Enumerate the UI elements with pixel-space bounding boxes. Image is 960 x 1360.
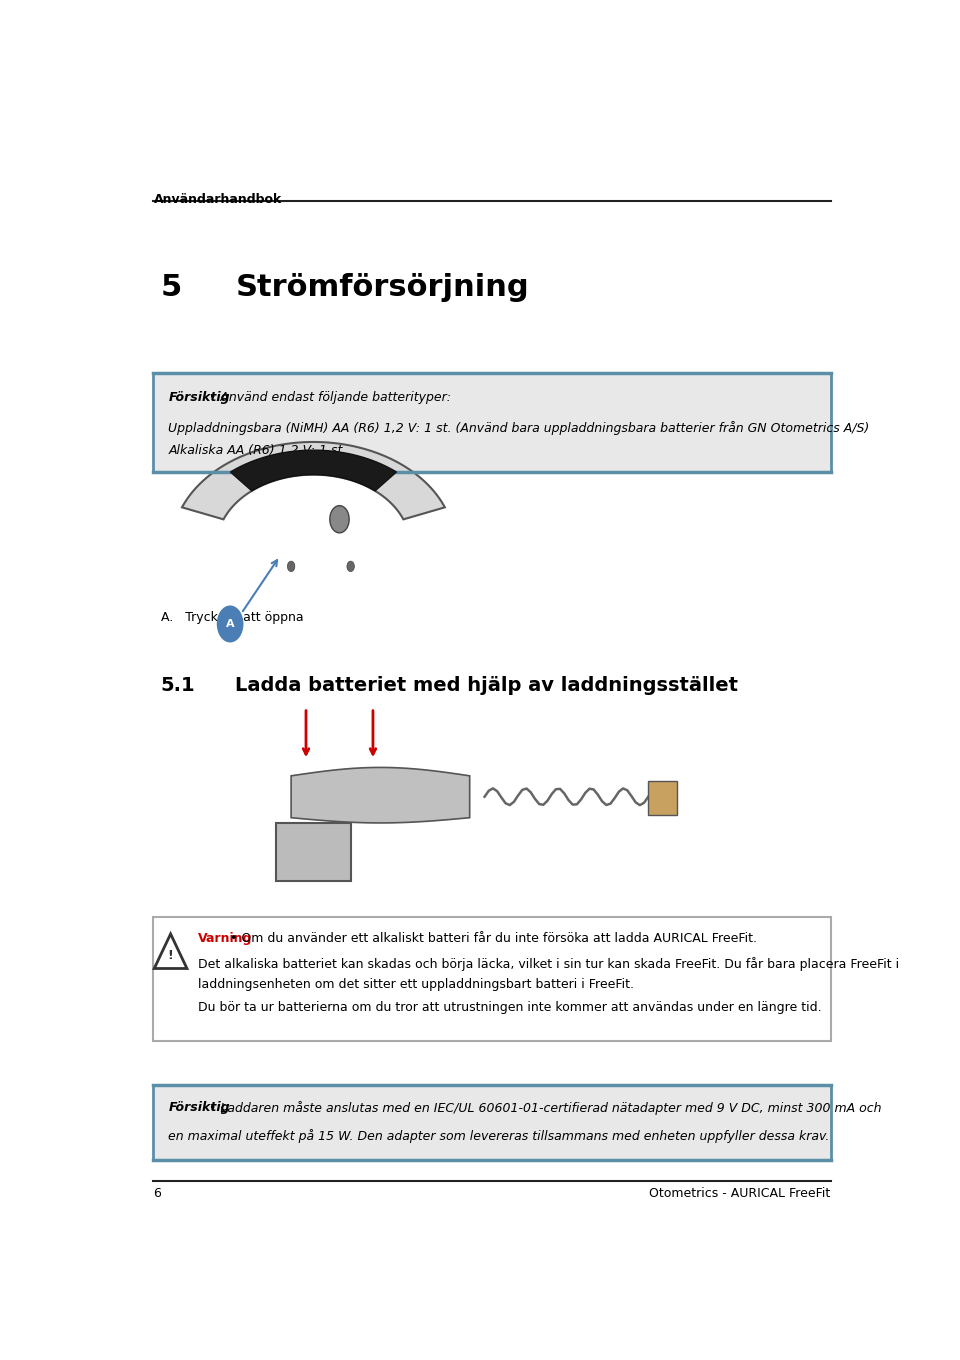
Text: 6: 6	[154, 1187, 161, 1201]
Text: !: !	[168, 949, 174, 963]
Text: Varning: Varning	[198, 932, 252, 945]
Text: Alkaliska AA (R6) 1,2 V: 1 st.: Alkaliska AA (R6) 1,2 V: 1 st.	[168, 443, 347, 457]
Circle shape	[287, 562, 295, 571]
Circle shape	[330, 506, 349, 533]
Polygon shape	[155, 934, 187, 968]
Circle shape	[218, 607, 243, 642]
FancyBboxPatch shape	[154, 917, 830, 1040]
FancyBboxPatch shape	[154, 1085, 830, 1160]
Text: A: A	[226, 619, 234, 628]
Text: Försiktig: Försiktig	[168, 1102, 230, 1114]
Text: • Laddaren måste anslutas med en IEC/UL 60601-01-certifierad nätadapter med 9 V : • Laddaren måste anslutas med en IEC/UL …	[204, 1102, 881, 1115]
Text: laddningsenheten om det sitter ett uppladdningsbart batteri i FreeFit.: laddningsenheten om det sitter ett uppla…	[198, 978, 635, 991]
Text: Uppladdningsbara (NiMH) AA (R6) 1,2 V: 1 st. (Använd bara uppladdningsbara batte: Uppladdningsbara (NiMH) AA (R6) 1,2 V: 1…	[168, 420, 870, 435]
Text: Du bör ta ur batterierna om du tror att utrustningen inte kommer att användas un: Du bör ta ur batterierna om du tror att …	[198, 1001, 822, 1015]
Polygon shape	[230, 450, 396, 491]
Text: Otometrics - AURICAL FreeFit: Otometrics - AURICAL FreeFit	[649, 1187, 830, 1201]
FancyBboxPatch shape	[648, 781, 677, 815]
Polygon shape	[291, 767, 469, 823]
FancyBboxPatch shape	[276, 823, 350, 880]
Circle shape	[347, 562, 354, 571]
Text: Användarhandbok: Användarhandbok	[154, 193, 281, 205]
Text: en maximal uteffekt på 15 W. Den adapter som levereras tillsammans med enheten u: en maximal uteffekt på 15 W. Den adapter…	[168, 1129, 829, 1142]
Text: Strömförsörjning: Strömförsörjning	[235, 273, 529, 302]
Text: Ladda batteriet med hjälp av laddningsstället: Ladda batteriet med hjälp av laddningsst…	[235, 676, 738, 695]
Polygon shape	[182, 442, 444, 520]
Text: • Om du använder ett alkaliskt batteri får du inte försöka att ladda AURICAL Fre: • Om du använder ett alkaliskt batteri f…	[227, 932, 757, 945]
Text: 5.1: 5.1	[161, 676, 196, 695]
Text: Det alkaliska batteriet kan skadas och börja läcka, vilket i sin tur kan skada F: Det alkaliska batteriet kan skadas och b…	[198, 957, 900, 971]
Text: Försiktig: Försiktig	[168, 392, 230, 404]
Text: • Använd endast följande batterityper:: • Använd endast följande batterityper:	[204, 392, 451, 404]
FancyBboxPatch shape	[154, 373, 830, 472]
Text: A.   Tryck för att öppna: A. Tryck för att öppna	[161, 612, 303, 624]
Text: 5: 5	[161, 273, 182, 302]
